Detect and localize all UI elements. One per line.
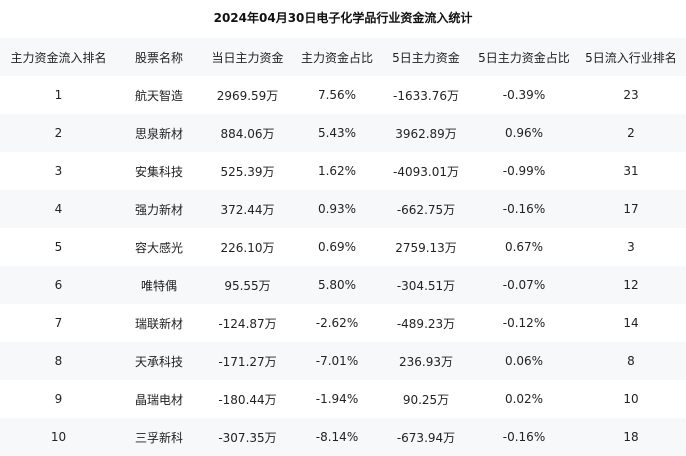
table-row: 10 三孚新科 -307.35万 -8.14% -673.94万 -0.16% 18 bbox=[0, 418, 686, 456]
column-header-5day-industry-rank: 5日流入行业排名 bbox=[585, 50, 677, 65]
cell-stock-name: 思泉新材 bbox=[134, 126, 183, 141]
column-header-main-fund-ratio: 主力资金占比 bbox=[300, 50, 373, 65]
cell-rank: 8 bbox=[54, 354, 63, 368]
cell-5day-industry-rank: 8 bbox=[627, 354, 635, 368]
cell-5day-main-fund-ratio: 0.67% bbox=[504, 240, 544, 254]
cell-5day-industry-rank: 23 bbox=[623, 88, 639, 102]
cell-5day-main-fund-ratio: 0.02% bbox=[504, 392, 544, 406]
table-row: 6 唯特偶 95.55万 5.80% -304.51万 -0.07% 12 bbox=[0, 266, 686, 304]
cell-5day-main-fund-ratio: -0.07% bbox=[502, 278, 546, 292]
cell-5day-industry-rank: 3 bbox=[627, 240, 635, 254]
cell-5day-main-fund-ratio: -0.99% bbox=[502, 164, 546, 178]
column-header-rank: 主力资金流入排名 bbox=[10, 50, 107, 65]
table-row: 4 强力新材 372.44万 0.93% -662.75万 -0.16% 17 bbox=[0, 190, 686, 228]
cell-daily-main-fund: -307.35万 bbox=[218, 430, 277, 445]
cell-rank: 4 bbox=[54, 202, 63, 216]
cell-rank: 5 bbox=[54, 240, 63, 254]
cell-rank: 6 bbox=[54, 278, 63, 292]
cell-stock-name: 晶瑞电材 bbox=[134, 392, 183, 407]
cell-5day-main-fund: -489.23万 bbox=[396, 316, 456, 331]
cell-5day-main-fund-ratio: 0.06% bbox=[504, 354, 544, 368]
cell-main-fund-ratio: -2.62% bbox=[315, 316, 359, 330]
cell-stock-name: 容大感光 bbox=[134, 240, 183, 255]
cell-rank: 3 bbox=[54, 164, 63, 178]
page-title: 2024年04月30日电子化学品行业资金流入统计 bbox=[213, 11, 473, 25]
cell-daily-main-fund: 2969.59万 bbox=[216, 88, 279, 103]
cell-5day-main-fund-ratio: 0.96% bbox=[504, 126, 544, 140]
cell-5day-industry-rank: 2 bbox=[627, 126, 635, 140]
cell-main-fund-ratio: -1.94% bbox=[315, 392, 359, 406]
header-row: 主力资金流入排名 股票名称 当日主力资金 主力资金占比 5日主力资金 5日主力资… bbox=[0, 38, 686, 76]
cell-main-fund-ratio: 5.80% bbox=[317, 278, 357, 292]
cell-5day-main-fund: -304.51万 bbox=[396, 278, 456, 293]
table-row: 9 晶瑞电材 -180.44万 -1.94% 90.25万 0.02% 10 bbox=[0, 380, 686, 418]
cell-stock-name: 唯特偶 bbox=[140, 278, 177, 293]
cell-5day-industry-rank: 12 bbox=[623, 278, 639, 292]
cell-5day-main-fund: -662.75万 bbox=[396, 202, 456, 217]
table-row: 8 天承科技 -171.27万 -7.01% 236.93万 0.06% 8 bbox=[0, 342, 686, 380]
cell-main-fund-ratio: 0.93% bbox=[317, 202, 357, 216]
table-row: 7 瑞联新材 -124.87万 -2.62% -489.23万 -0.12% 14 bbox=[0, 304, 686, 342]
fund-flow-table: 主力资金流入排名 股票名称 当日主力资金 主力资金占比 5日主力资金 5日主力资… bbox=[0, 38, 686, 456]
column-header-5day-main-fund: 5日主力资金 bbox=[392, 50, 460, 65]
table-row: 2 思泉新材 884.06万 5.43% 3962.89万 0.96% 2 bbox=[0, 114, 686, 152]
cell-5day-main-fund-ratio: -0.16% bbox=[502, 430, 546, 444]
cell-stock-name: 安集科技 bbox=[134, 164, 183, 179]
cell-5day-industry-rank: 31 bbox=[623, 164, 639, 178]
cell-stock-name: 天承科技 bbox=[134, 354, 183, 369]
cell-daily-main-fund: 226.10万 bbox=[220, 240, 275, 255]
column-header-stock-name: 股票名称 bbox=[134, 50, 183, 65]
cell-daily-main-fund: -124.87万 bbox=[218, 316, 277, 331]
cell-rank: 10 bbox=[50, 430, 67, 444]
cell-daily-main-fund: 95.55万 bbox=[224, 278, 271, 293]
cell-main-fund-ratio: -8.14% bbox=[315, 430, 359, 444]
cell-rank: 2 bbox=[54, 126, 63, 140]
cell-5day-industry-rank: 18 bbox=[623, 430, 639, 444]
cell-stock-name: 强力新材 bbox=[134, 202, 183, 217]
cell-5day-main-fund: 3962.89万 bbox=[395, 126, 457, 141]
cell-5day-industry-rank: 10 bbox=[623, 392, 639, 406]
cell-main-fund-ratio: 1.62% bbox=[317, 164, 357, 178]
cell-5day-main-fund-ratio: -0.39% bbox=[502, 88, 546, 102]
cell-5day-main-fund: -1633.76万 bbox=[393, 88, 459, 103]
table-row: 1 航天智造 2969.59万 7.56% -1633.76万 -0.39% 23 bbox=[0, 76, 686, 114]
cell-5day-main-fund-ratio: -0.12% bbox=[502, 316, 546, 330]
cell-daily-main-fund: -180.44万 bbox=[218, 392, 277, 407]
table-row: 3 安集科技 525.39万 1.62% -4093.01万 -0.99% 31 bbox=[0, 152, 686, 190]
cell-5day-industry-rank: 14 bbox=[623, 316, 639, 330]
cell-main-fund-ratio: -7.01% bbox=[315, 354, 359, 368]
cell-5day-industry-rank: 17 bbox=[623, 202, 639, 216]
cell-daily-main-fund: 884.06万 bbox=[220, 126, 275, 141]
cell-stock-name: 航天智造 bbox=[134, 88, 183, 103]
cell-5day-main-fund: 236.93万 bbox=[399, 354, 453, 369]
cell-main-fund-ratio: 0.69% bbox=[317, 240, 357, 254]
table-row: 5 容大感光 226.10万 0.69% 2759.13万 0.67% 3 bbox=[0, 228, 686, 266]
cell-stock-name: 三孚新科 bbox=[134, 430, 183, 445]
column-header-5day-main-fund-ratio: 5日主力资金占比 bbox=[478, 50, 570, 65]
cell-daily-main-fund: -171.27万 bbox=[218, 354, 277, 369]
cell-rank: 7 bbox=[54, 316, 63, 330]
table-body: 1 航天智造 2969.59万 7.56% -1633.76万 -0.39% 23 2 思泉新材… bbox=[0, 76, 686, 456]
cell-main-fund-ratio: 7.56% bbox=[317, 88, 357, 102]
cell-main-fund-ratio: 5.43% bbox=[317, 126, 357, 140]
cell-5day-main-fund: 90.25万 bbox=[402, 392, 450, 407]
cell-rank: 9 bbox=[54, 392, 63, 406]
column-header-daily-main-fund: 当日主力资金 bbox=[211, 50, 284, 65]
cell-5day-main-fund: -673.94万 bbox=[396, 430, 456, 445]
cell-daily-main-fund: 525.39万 bbox=[220, 164, 275, 179]
cell-5day-main-fund: 2759.13万 bbox=[395, 240, 457, 255]
cell-5day-main-fund: -4093.01万 bbox=[393, 164, 459, 179]
cell-5day-main-fund-ratio: -0.16% bbox=[502, 202, 546, 216]
cell-rank: 1 bbox=[54, 88, 63, 102]
cell-daily-main-fund: 372.44万 bbox=[220, 202, 275, 217]
table-header: 主力资金流入排名 股票名称 当日主力资金 主力资金占比 5日主力资金 5日主力资… bbox=[0, 38, 686, 76]
cell-stock-name: 瑞联新材 bbox=[134, 316, 183, 331]
